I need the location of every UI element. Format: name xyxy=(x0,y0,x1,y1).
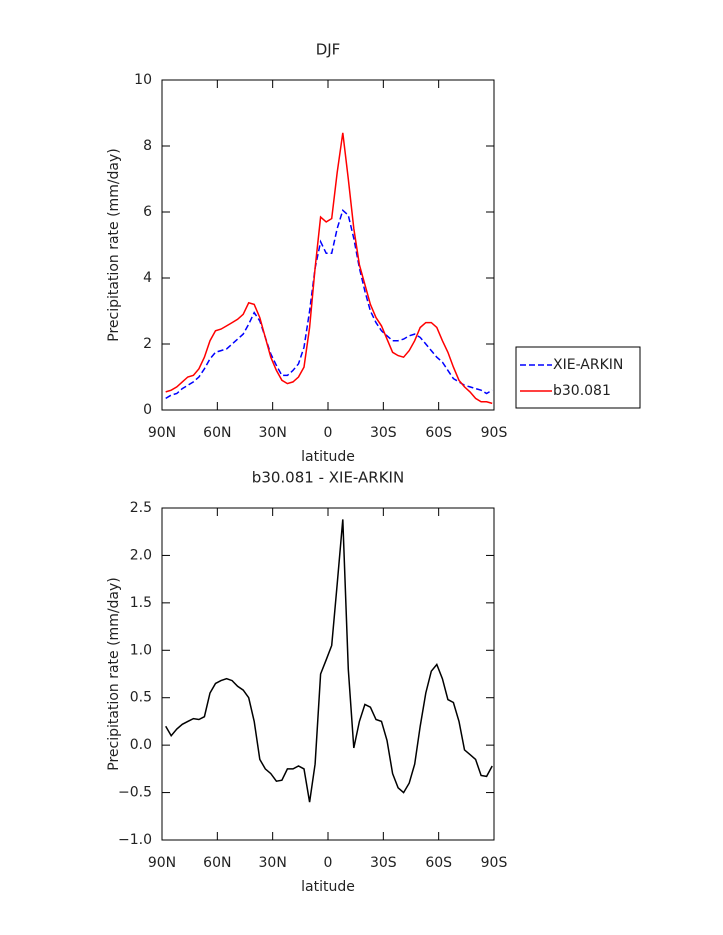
legend-box xyxy=(515,346,641,409)
data-line xyxy=(165,132,493,405)
y-tick-label: −0.5 xyxy=(118,785,152,801)
x-tick-label: 60N xyxy=(203,425,231,441)
y-tick-label: 10 xyxy=(134,72,152,88)
x-tick-label: 90N xyxy=(148,425,176,441)
x-tick-label: 90N xyxy=(148,855,176,871)
y-tick-label: 4 xyxy=(143,270,152,286)
x-tick-label: 30S xyxy=(370,855,397,871)
x-tick-label: 90S xyxy=(481,425,508,441)
y-tick-label: 1.0 xyxy=(130,642,152,658)
x-tick-label: 60N xyxy=(203,855,231,871)
y-tick-label: 0.0 xyxy=(130,737,152,753)
y-tick-label: 2.5 xyxy=(130,500,152,516)
y-axis-label: Precipitation rate (mm/day) xyxy=(106,148,122,342)
plot-frame xyxy=(161,507,495,841)
chart-title: DJF xyxy=(316,41,341,59)
chart-title: b30.081 - XIE-ARKIN xyxy=(252,469,404,487)
x-tick-label: 0 xyxy=(324,855,333,871)
y-axis-label: Precipitation rate (mm/day) xyxy=(106,577,122,771)
data-line xyxy=(165,519,493,803)
legend-label: XIE-ARKIN xyxy=(553,357,623,373)
x-tick-label: 0 xyxy=(324,425,333,441)
x-tick-label: 60S xyxy=(425,855,452,871)
y-tick-label: 2.0 xyxy=(130,547,152,563)
plot-frame xyxy=(161,79,495,411)
y-tick-label: 6 xyxy=(143,204,152,220)
chart: DJF latitude Precipitation rate (mm/day) 90… xyxy=(106,41,641,465)
data-line xyxy=(165,208,493,400)
y-tick-label: 2 xyxy=(143,336,152,352)
y-tick-label: −1.0 xyxy=(118,832,152,848)
legend-label: b30.081 xyxy=(553,383,611,399)
y-tick-label: 8 xyxy=(143,138,152,154)
x-axis-label: latitude xyxy=(301,449,355,465)
y-tick-label: 0 xyxy=(143,402,152,418)
x-tick-label: 30N xyxy=(259,425,287,441)
x-tick-label: 60S xyxy=(425,425,452,441)
x-tick-label: 90S xyxy=(481,855,508,871)
x-tick-label: 30N xyxy=(259,855,287,871)
chart: b30.081 - XIE-ARKIN latitude Precipitation… xyxy=(106,469,507,896)
y-tick-label: 0.5 xyxy=(130,690,152,706)
x-axis-label: latitude xyxy=(301,879,355,895)
x-tick-label: 30S xyxy=(370,425,397,441)
y-tick-label: 1.5 xyxy=(130,595,152,611)
